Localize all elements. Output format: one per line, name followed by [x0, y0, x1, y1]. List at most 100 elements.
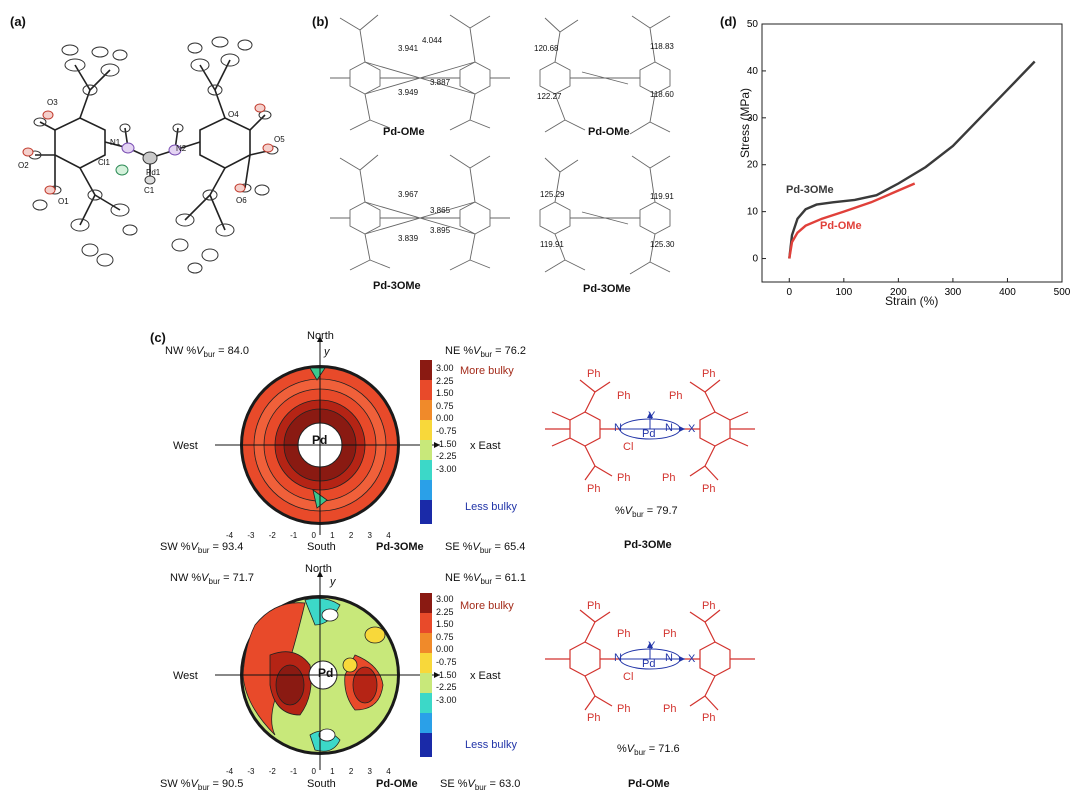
- map-center-pd: Pd: [318, 666, 334, 680]
- less-bulky-label: Less bulky: [465, 501, 517, 513]
- panel-b-structures: [330, 14, 671, 275]
- stress-strain-chart: 0 100 200 300 400 500 0 10 20 30 40 50: [747, 19, 1071, 298]
- molecule-name: Pd-OMe: [628, 778, 670, 790]
- x-label: X: [688, 653, 696, 665]
- nw-vbur: NW %Vbur = 71.7: [170, 572, 255, 587]
- ph-label: Ph: [617, 472, 631, 484]
- atom-label-n2: N2: [176, 144, 187, 153]
- ph-label: Ph: [663, 703, 677, 715]
- dist-label: 3.887: [430, 78, 451, 87]
- dist-label: 3.967: [398, 190, 419, 199]
- panel-b-label: (b): [312, 14, 329, 29]
- angle-label: 125.29: [540, 190, 565, 199]
- n-label: N: [665, 652, 673, 664]
- structure-label: Pd-OMe: [383, 126, 425, 138]
- y-label: Y: [648, 410, 656, 422]
- structure-label: Pd-3OMe: [373, 280, 421, 292]
- atom-label-o6: O6: [236, 196, 247, 205]
- panel-d-label: (d): [720, 14, 737, 29]
- x-axis-ticks-2: -4 -3 -2 -1 0 1 2 3 4: [226, 767, 391, 776]
- ph-label: Ph: [702, 368, 716, 380]
- atom-label-c1: C1: [144, 186, 155, 195]
- ph-label: Ph: [663, 628, 677, 640]
- panel-c-label: (c): [150, 330, 166, 345]
- x-tick-label: 300: [945, 287, 962, 298]
- x-tick-label: 200: [890, 287, 907, 298]
- color-scale-1: [420, 360, 432, 524]
- map-name: Pd-OMe: [376, 778, 418, 790]
- ph-label: Ph: [702, 600, 716, 612]
- east-label: x East: [470, 440, 501, 452]
- ph-label: Ph: [617, 703, 631, 715]
- se-vbur: SE %Vbur = 65.4: [445, 541, 526, 556]
- steric-map-pd-ome: [215, 571, 440, 770]
- y-tick-label: 50: [747, 19, 759, 30]
- more-bulky-label: More bulky: [460, 600, 514, 612]
- ph-label: Ph: [669, 390, 683, 402]
- angle-label: 119.91: [540, 240, 564, 249]
- y-tick-label: 10: [747, 207, 759, 218]
- y-axis-label: y: [324, 346, 330, 358]
- north-label: North: [307, 330, 334, 342]
- nw-vbur: NW %Vbur = 84.0: [165, 345, 250, 360]
- dist-label: 3.941: [398, 44, 419, 53]
- east-label: x East: [470, 670, 501, 682]
- ne-vbur: NE %Vbur = 61.1: [445, 572, 526, 587]
- angle-label: 118.60: [650, 90, 674, 99]
- dist-label: 4.044: [422, 36, 443, 45]
- ph-label: Ph: [662, 472, 676, 484]
- atom-label-o2: O2: [18, 161, 29, 170]
- n-label: N: [614, 422, 622, 434]
- legend-pd-3ome: Pd-3OMe: [786, 184, 834, 196]
- ph-label: Ph: [587, 483, 601, 495]
- ph-label: Ph: [702, 483, 716, 495]
- scale-ticks-2: 3.00 2.25 1.50 0.75 0.00 -0.75 -1.50 -2.25 -3.00: [436, 594, 457, 705]
- west-label: West: [173, 440, 198, 452]
- y-tick-label: 20: [747, 160, 759, 171]
- y-label: Y: [648, 640, 656, 652]
- north-label: North: [305, 563, 332, 575]
- angle-label: 119.91: [650, 192, 674, 201]
- ph-label: Ph: [587, 368, 601, 380]
- dist-label: 3.865: [430, 206, 451, 215]
- x-axis-ticks-1: -4 -3 -2 -1 0 1 2 3 4: [226, 531, 391, 540]
- steric-map-pd-3ome: [215, 336, 440, 535]
- cl-label: Cl: [623, 441, 634, 453]
- y-tick-label: 30: [747, 113, 759, 124]
- y-axis-label: y: [330, 576, 336, 588]
- pd-label: Pd: [642, 658, 656, 670]
- y-tick-label: 40: [747, 66, 759, 77]
- x-tick-label: 0: [786, 287, 792, 298]
- cl-label: Cl: [623, 671, 634, 683]
- atom-label-o1: O1: [58, 197, 69, 206]
- plot-frame: [761, 23, 1063, 283]
- atom-label-o5: O5: [274, 135, 285, 144]
- west-label: West: [173, 670, 198, 682]
- sw-vbur: SW %Vbur = 93.4: [160, 541, 244, 556]
- south-label: South: [307, 541, 336, 553]
- atom-label-pd1: Pd1: [146, 168, 161, 177]
- angle-label: 120.68: [534, 44, 559, 53]
- chart-ylabel: Stress (MPa): [738, 87, 752, 158]
- panel-a-label: (a): [10, 14, 26, 29]
- angle-label: 118.83: [650, 42, 674, 51]
- x-tick-label: 400: [999, 287, 1016, 298]
- x-label: X: [688, 423, 696, 435]
- less-bulky-label: Less bulky: [465, 739, 517, 751]
- scale-ticks-1: 3.00 2.25 1.50 0.75 0.00 -0.75 -1.50 -2.25 -3.00: [436, 363, 457, 474]
- molecule-vbur: %Vbur = 71.6: [617, 743, 680, 758]
- atom-label-n1: N1: [110, 138, 121, 147]
- ph-label: Ph: [617, 390, 631, 402]
- atom-label-o4: O4: [228, 110, 239, 119]
- panel-a-crystal-structure: [22, 36, 279, 274]
- legend-pd-ome: Pd-OMe: [820, 220, 862, 232]
- ph-label: Ph: [617, 628, 631, 640]
- n-label: N: [665, 422, 673, 434]
- structure-label: Pd-3OMe: [583, 283, 631, 295]
- dist-label: 3.839: [398, 234, 419, 243]
- y-tick-label: 0: [752, 254, 758, 265]
- angle-label: 125.30: [650, 240, 675, 249]
- ph-label: Ph: [587, 600, 601, 612]
- map-center-pd: Pd: [312, 433, 328, 447]
- n-label: N: [614, 652, 622, 664]
